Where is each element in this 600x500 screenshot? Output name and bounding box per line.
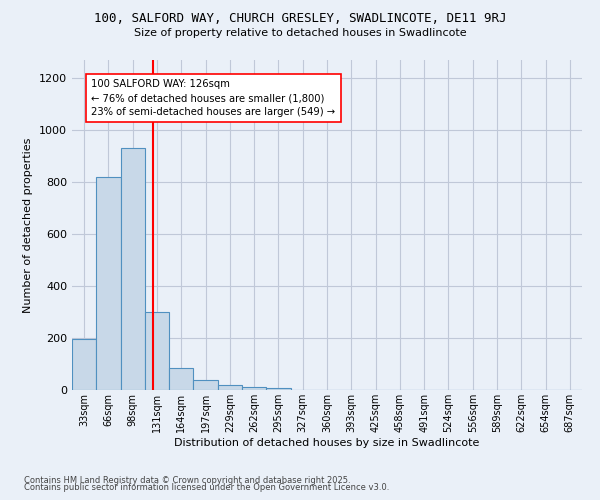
- Text: Contains public sector information licensed under the Open Government Licence v3: Contains public sector information licen…: [24, 484, 389, 492]
- Bar: [193, 380, 218, 390]
- Text: 100, SALFORD WAY, CHURCH GRESLEY, SWADLINCOTE, DE11 9RJ: 100, SALFORD WAY, CHURCH GRESLEY, SWADLI…: [94, 12, 506, 26]
- Bar: [145, 312, 169, 390]
- Bar: [242, 387, 266, 390]
- Bar: [218, 386, 242, 390]
- Text: 100 SALFORD WAY: 126sqm
← 76% of detached houses are smaller (1,800)
23% of semi: 100 SALFORD WAY: 126sqm ← 76% of detache…: [91, 80, 335, 118]
- Text: Contains HM Land Registry data © Crown copyright and database right 2025.: Contains HM Land Registry data © Crown c…: [24, 476, 350, 485]
- Bar: [96, 177, 121, 390]
- Bar: [169, 368, 193, 390]
- X-axis label: Distribution of detached houses by size in Swadlincote: Distribution of detached houses by size …: [175, 438, 479, 448]
- Text: Size of property relative to detached houses in Swadlincote: Size of property relative to detached ho…: [134, 28, 466, 38]
- Y-axis label: Number of detached properties: Number of detached properties: [23, 138, 34, 312]
- Bar: [72, 339, 96, 390]
- Bar: [266, 388, 290, 390]
- Bar: [121, 148, 145, 390]
